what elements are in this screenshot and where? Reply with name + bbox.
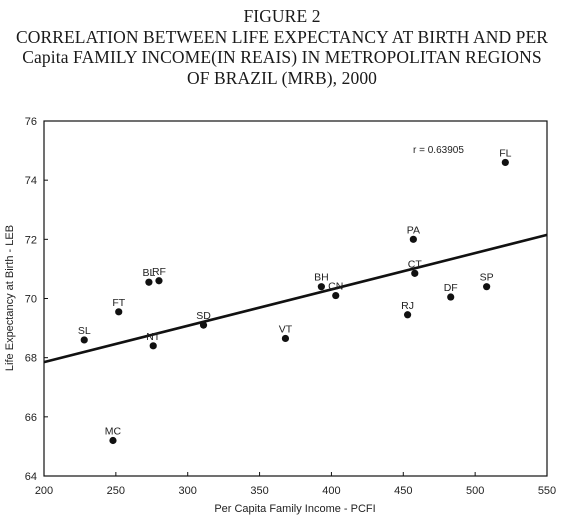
x-tick-label: 550 <box>538 485 556 497</box>
data-point-sp <box>483 283 491 291</box>
point-label: SL <box>78 325 91 337</box>
y-axis-label: Life Expectancy at Birth - LEB <box>4 225 16 371</box>
x-axis-label: Per Capita Family Income - PCFI <box>214 503 375 515</box>
point-label: DF <box>444 282 458 294</box>
y-tick-label: 76 <box>25 116 37 128</box>
data-point-rj <box>403 311 412 319</box>
data-point-bl <box>145 278 153 286</box>
data-point-vt <box>281 334 290 343</box>
y-axis-ticks: 64 66 68 70 72 74 76 <box>25 116 48 483</box>
data-point-df <box>447 293 455 301</box>
x-tick-label: 350 <box>250 485 268 497</box>
chart-title-line-1: CORRELATION BETWEEN LIFE EXPECTANCY AT B… <box>15 26 549 47</box>
data-point-sd <box>199 321 208 329</box>
point-label: RJ <box>401 300 414 312</box>
point-label: FT <box>112 297 125 309</box>
point-label: SP <box>480 272 494 284</box>
data-point-sl <box>80 336 88 344</box>
y-tick-label: 64 <box>25 471 37 483</box>
data-point-rf <box>155 277 163 285</box>
x-tick-label: 500 <box>466 485 484 497</box>
y-tick-label: 66 <box>25 412 37 424</box>
x-axis-ticks: 200 250 300 350 400 450 500 550 <box>35 472 556 497</box>
x-tick-label: 450 <box>394 485 412 497</box>
chart-title-line-3: OF BRAZIL (MRB), 2000 <box>186 67 378 88</box>
point-label: PA <box>407 224 420 236</box>
figure-label: FIGURE 2 <box>243 6 321 26</box>
data-point-mc <box>109 436 117 445</box>
point-label: CT <box>408 258 423 270</box>
data-point-ct <box>411 269 419 277</box>
point-label: CN <box>328 281 343 293</box>
data-point-nt <box>149 342 157 350</box>
correlation-annotation: r = 0.63905 <box>413 145 464 156</box>
point-label: MC <box>105 426 122 438</box>
data-point-cn <box>332 291 340 300</box>
x-tick-label: 250 <box>107 485 125 497</box>
point-label: SD <box>196 310 211 322</box>
x-tick-label: 300 <box>179 485 197 497</box>
point-label: RF <box>152 266 166 278</box>
chart-title-line-2: Capita FAMILY INCOME(IN REAIS) IN METROP… <box>22 47 542 67</box>
data-point-fl <box>501 158 509 167</box>
data-point-ft <box>115 308 123 316</box>
y-tick-label: 68 <box>25 353 37 365</box>
y-tick-label: 70 <box>25 294 37 306</box>
point-label: NT <box>146 331 161 343</box>
title-block: FIGURE 2 CORRELATION BETWEEN LIFE EXPECT… <box>0 6 564 88</box>
trend-line <box>43 233 548 364</box>
x-tick-label: 200 <box>35 485 53 497</box>
y-tick-label: 72 <box>25 234 37 246</box>
point-label: BH <box>314 272 329 284</box>
point-label: VT <box>279 323 293 335</box>
data-point-bh <box>317 283 325 291</box>
point-label: FL <box>499 147 511 159</box>
y-tick-label: 74 <box>25 175 37 187</box>
x-tick-label: 400 <box>322 485 340 497</box>
data-point-pa <box>409 235 417 243</box>
point-label: BL <box>142 267 155 279</box>
